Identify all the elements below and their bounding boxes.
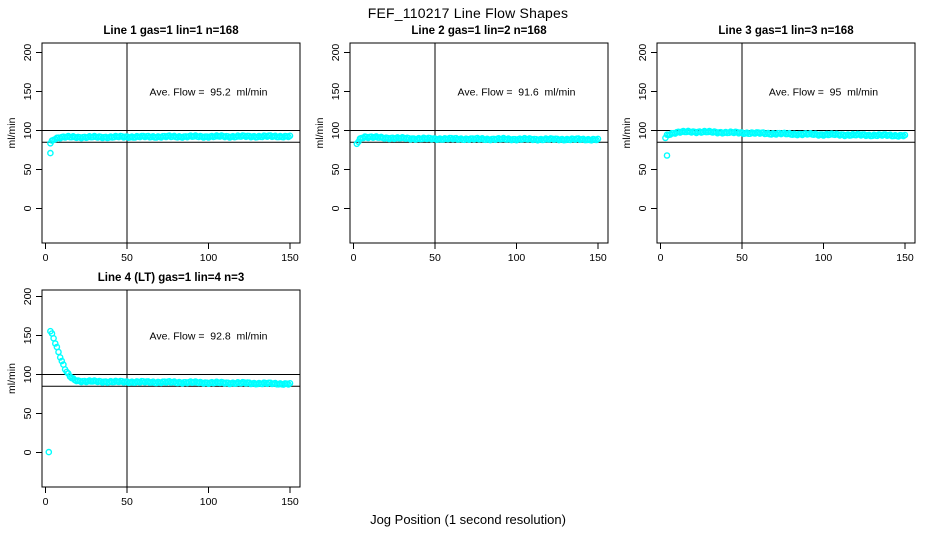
panel-3-plot-box <box>656 42 916 244</box>
panel-1-y-tick-label: 0 <box>22 205 34 211</box>
panel-3-y-axis-label: ml/min <box>621 117 633 148</box>
panel-1-points <box>47 132 294 147</box>
panel-4-y-tick-label: 50 <box>22 408 34 420</box>
panel-3-x-tick-label: 0 <box>658 252 664 264</box>
panel-4-point <box>286 379 294 387</box>
panel-2-x-tick-label: 150 <box>589 252 607 264</box>
panel-2-x-tick-label: 0 <box>351 252 357 264</box>
panel-1-x-tick-label: 100 <box>200 252 218 264</box>
panel-2-annotation: Ave. Flow = 91.6 ml/min <box>458 87 576 99</box>
panel-1-y-tick-label: 50 <box>22 164 34 176</box>
panel-4-x-tick-label: 150 <box>281 496 299 508</box>
panel-3-annotation: Ave. Flow = 95 ml/min <box>769 87 878 99</box>
panel-1-title: Line 1 gas=1 lin=1 n=168 <box>103 25 239 37</box>
panel-1-y-axis-label: ml/min <box>6 117 18 148</box>
panel-2-y-tick-label: 50 <box>330 164 342 176</box>
panel-4-point <box>56 354 64 361</box>
panel-2-plot-box <box>349 42 609 244</box>
panel-2-y-tick-label: 150 <box>330 83 342 101</box>
panel-3-y-tick-label: 200 <box>637 44 649 62</box>
panel-2-y-axis-label: ml/min <box>314 117 326 148</box>
panel-4-y-tick-label: 150 <box>22 327 34 345</box>
panel-1-y-tick-label: 100 <box>22 122 34 140</box>
panel-3-y-tick-label: 150 <box>637 83 649 101</box>
panel-1-plot-box <box>41 42 301 244</box>
panel-4-point <box>52 340 59 347</box>
panel-3-x-tick-label: 100 <box>815 252 833 264</box>
x-axis-title: Jog Position (1 second resolution) <box>370 512 566 527</box>
panel-4-x-tick-label: 0 <box>43 496 49 508</box>
panel-1-x-tick-label: 50 <box>121 252 133 264</box>
panel-1-y-tick-label: 200 <box>22 44 34 62</box>
panel-2-x-tick-label: 50 <box>429 252 441 264</box>
panel-4-x-tick-label: 50 <box>121 496 133 508</box>
panel-4-outlier-point <box>45 448 53 456</box>
panel-3-title: Line 3 gas=1 lin=3 n=168 <box>718 25 854 37</box>
panel-1-x-tick-label: 0 <box>43 252 49 264</box>
panel-4-y-tick-label: 100 <box>22 366 34 384</box>
main-title: FEF_110217 Line Flow Shapes <box>367 5 569 21</box>
panel-1-x-tick-label: 150 <box>281 252 299 264</box>
panel-2-title: Line 2 gas=1 lin=2 n=168 <box>411 25 547 37</box>
panel-2-point <box>594 135 602 143</box>
panel-1: 0 50 100 150 0 50 100 150 200 ml/min Line 1 gas=1 … <box>6 25 301 264</box>
panel-2: 0 50 100 150 0 50 100 150 200 ml/min Line 2 gas=1 … <box>314 25 609 264</box>
panel-2-y-tick-label: 200 <box>330 44 342 62</box>
panel-3-x-tick-label: 50 <box>736 252 748 264</box>
panel-2-y-tick-label: 0 <box>330 205 342 211</box>
panel-4-y-axis-label: ml/min <box>6 363 18 394</box>
panel-4-y-tick-label: 0 <box>22 449 34 455</box>
panel-2-outlier-point <box>353 140 361 148</box>
panel-3-point <box>901 131 909 139</box>
panel-4-point <box>50 334 57 342</box>
panel-4-point <box>55 348 62 356</box>
panel-3-y-tick-label: 0 <box>637 205 649 211</box>
panel-4-point <box>58 357 66 365</box>
panel-1-annotation: Ave. Flow = 95.2 ml/min <box>150 87 268 99</box>
panel-3-y-tick-label: 50 <box>637 164 649 176</box>
panel-2-y-tick-label: 100 <box>330 122 342 140</box>
panel-3-x-tick-label: 150 <box>896 252 914 264</box>
panel-3: 0 50 100 150 0 50 100 150 200 ml/min Line 3 gas=1 … <box>621 25 916 264</box>
panel-4-point <box>63 368 70 376</box>
panel-4-title: Line 4 (LT) gas=1 lin=4 n=3 <box>98 272 244 284</box>
panel-3-y-tick-label: 100 <box>637 122 649 140</box>
panel-3-points <box>662 127 909 142</box>
panel-1-y-tick-label: 150 <box>22 83 34 101</box>
panel-4-points <box>47 327 294 388</box>
panel-1-point <box>286 132 294 140</box>
panel-1-outlier-point <box>47 149 54 157</box>
panel-4-annotation: Ave. Flow = 92.8 ml/min <box>150 331 268 343</box>
panel-2-x-tick-label: 100 <box>508 252 526 264</box>
panel-3-outlier-point <box>663 152 671 159</box>
panel-2-points <box>355 133 602 146</box>
panel-4-x-tick-label: 100 <box>200 496 218 508</box>
panel-4-plot-box <box>41 289 301 488</box>
panel-4: 0 50 100 150 0 50 100 150 200 ml/min Line 4 (LT) g… <box>6 272 301 508</box>
panel-4-y-tick-label: 200 <box>22 288 34 306</box>
